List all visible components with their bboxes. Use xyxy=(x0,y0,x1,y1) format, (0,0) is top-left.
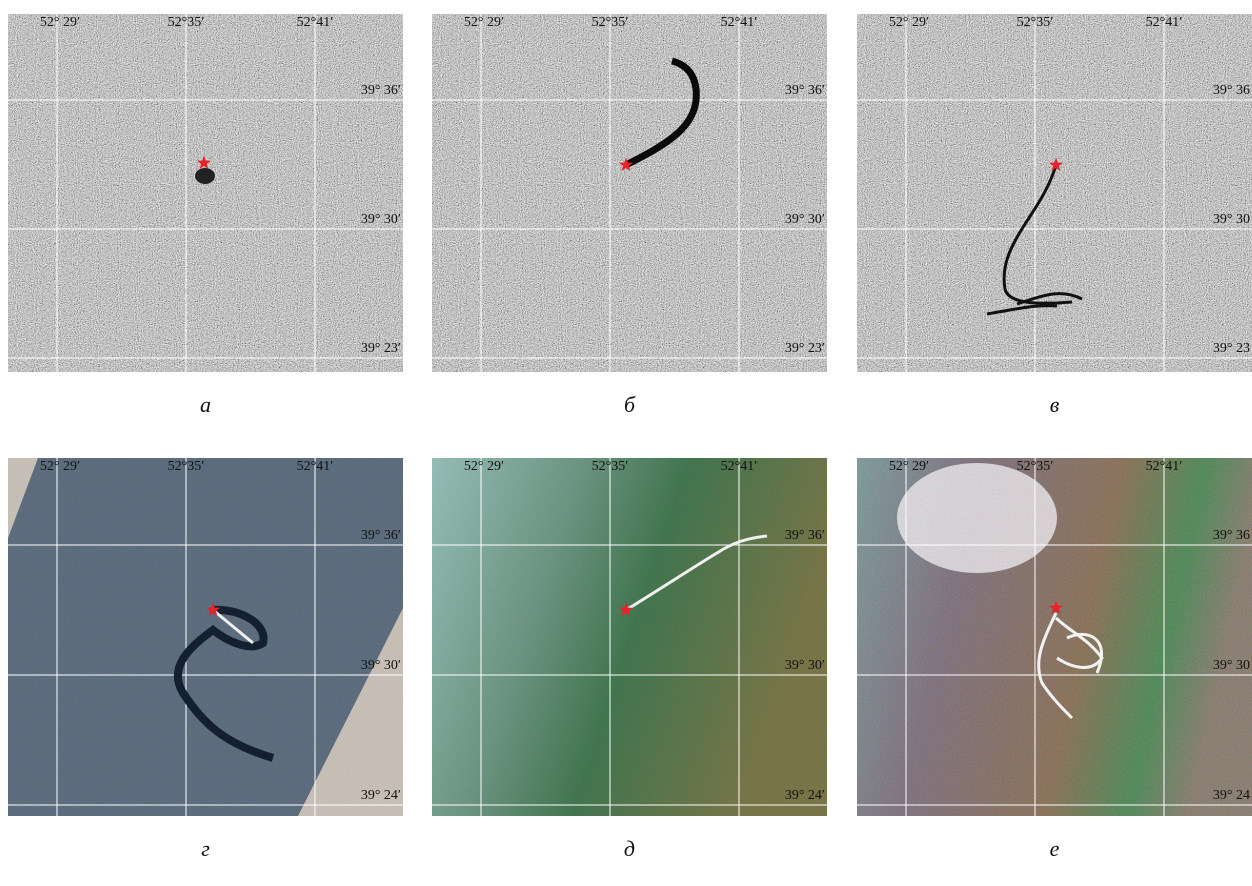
longitude-label: 52°35′ xyxy=(1017,459,1054,474)
longitude-label: 52°35′ xyxy=(592,15,629,30)
latitude-label: 39° 36′ xyxy=(785,83,825,98)
longitude-label: 52°41′ xyxy=(721,15,758,30)
panel-label: б xyxy=(432,392,827,418)
longitude-label: 52° 29′ xyxy=(464,15,504,30)
texture xyxy=(857,458,1252,816)
texture xyxy=(432,458,827,816)
panel-label: д xyxy=(432,836,827,862)
longitude-label: 52°35′ xyxy=(592,459,629,474)
latitude-label: 39° 24′ xyxy=(361,788,401,803)
latitude-label: 39° 24′ xyxy=(785,788,825,803)
radar-texture xyxy=(8,14,403,372)
longitude-label: 52°41′ xyxy=(721,459,758,474)
latitude-label: 39° 36′ xyxy=(361,83,401,98)
latitude-label: 39° 24 xyxy=(1213,788,1250,803)
latitude-label: 39° 30′ xyxy=(361,212,401,227)
longitude-label: 52° 29′ xyxy=(889,15,929,30)
longitude-label: 52°35′ xyxy=(168,459,205,474)
satellite-image: 52° 29′ 52°35′ 52°41′ 39° 36′ 39° 30′ 39° 24′ xyxy=(8,458,403,816)
satellite-image: 52° 29′ 52°35′ 52°41′ 39° 36 39° 30 39° 23 xyxy=(857,14,1252,372)
longitude-label: 52°35′ xyxy=(168,15,205,30)
panel-label: а xyxy=(8,392,403,418)
longitude-label: 52° 29′ xyxy=(40,459,80,474)
satellite-image: 52° 29′ 52°35′ 52°41′ 39° 36 39° 30 39° 24 xyxy=(857,458,1252,816)
longitude-label: 52°35′ xyxy=(1017,15,1054,30)
longitude-label: 52°41′ xyxy=(1146,459,1183,474)
satellite-image: 52° 29′ 52°35′ 52°41′ 39° 36′ 39° 30′ 39° 23′ xyxy=(8,14,403,372)
latitude-label: 39° 23′ xyxy=(361,341,401,356)
latitude-label: 39° 36 xyxy=(1213,83,1250,98)
latitude-label: 39° 30′ xyxy=(361,658,401,673)
latitude-label: 39° 30 xyxy=(1213,658,1250,673)
latitude-label: 39° 30′ xyxy=(785,212,825,227)
longitude-label: 52° 29′ xyxy=(889,459,929,474)
latitude-label: 39° 30′ xyxy=(785,658,825,673)
latitude-label: 39° 36′ xyxy=(785,528,825,543)
satellite-image: 52° 29′ 52°35′ 52°41′ 39° 36′ 39° 30′ 39° 24′ xyxy=(432,458,827,816)
slick xyxy=(195,168,215,184)
longitude-label: 52°41′ xyxy=(297,459,334,474)
latitude-label: 39° 36′ xyxy=(361,528,401,543)
longitude-label: 52°41′ xyxy=(297,15,334,30)
longitude-label: 52°41′ xyxy=(1146,15,1183,30)
longitude-label: 52° 29′ xyxy=(464,459,504,474)
radar-texture xyxy=(857,14,1252,372)
satellite-image: 52° 29′ 52°35′ 52°41′ 39° 36′ 39° 30′ 39° 23′ xyxy=(432,14,827,372)
panel-label: е xyxy=(857,836,1252,862)
page: {"panels": [ {"label": "а", "lon_labels"… xyxy=(0,0,1252,886)
latitude-label: 39° 36 xyxy=(1213,528,1250,543)
latitude-label: 39° 23′ xyxy=(785,341,825,356)
panel-label: г xyxy=(8,836,403,862)
panel-label: в xyxy=(857,392,1252,418)
radar-texture xyxy=(432,14,827,372)
longitude-label: 52° 29′ xyxy=(40,15,80,30)
latitude-label: 39° 30 xyxy=(1213,212,1250,227)
latitude-label: 39° 23 xyxy=(1213,341,1250,356)
